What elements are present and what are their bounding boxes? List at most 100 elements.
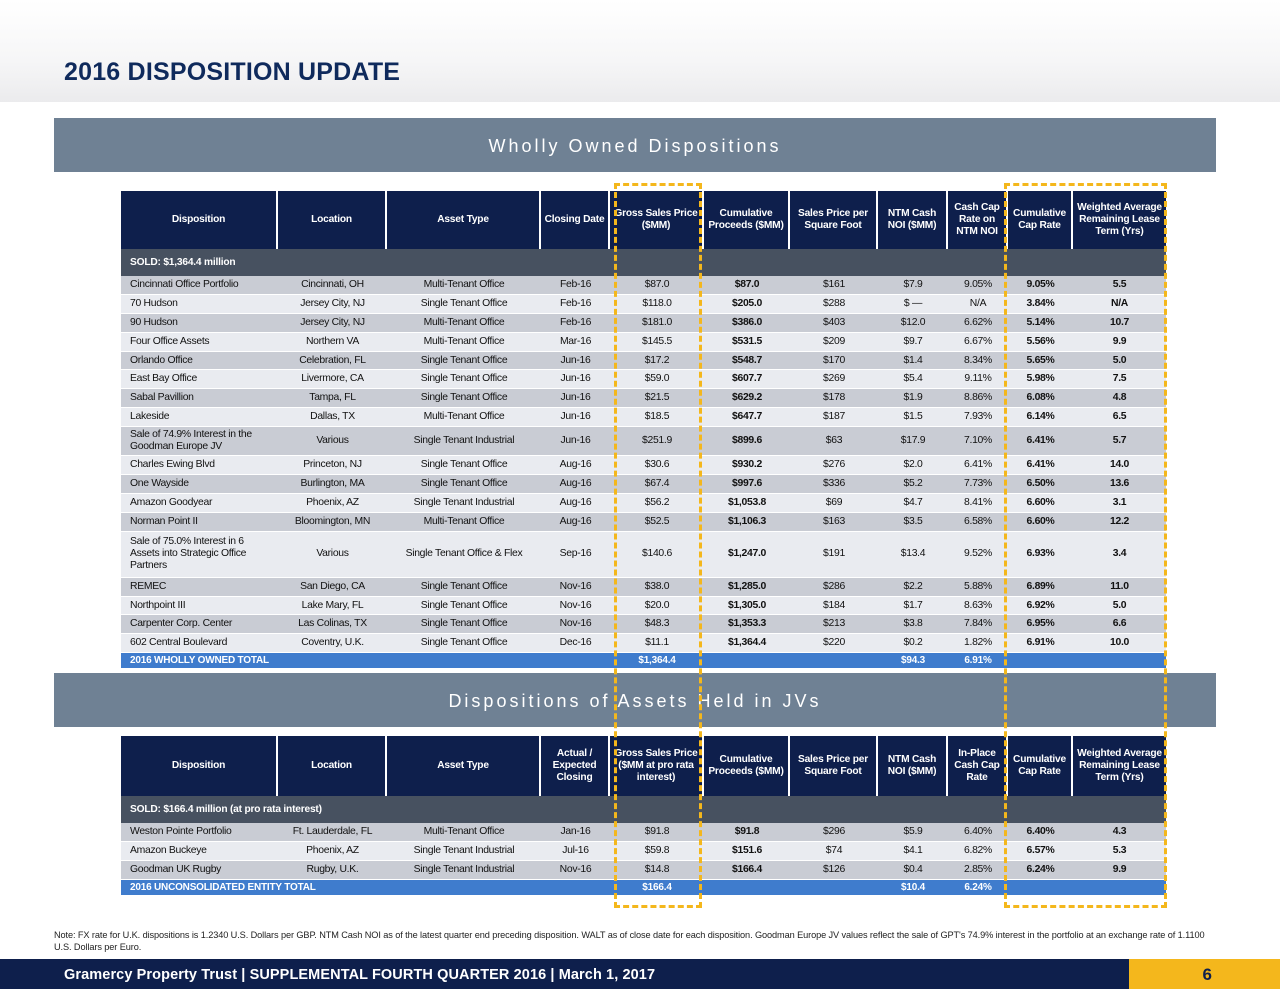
cell-col-cumulative-proceeds: $548.7 <box>704 351 790 370</box>
cell-col-ntm-noi: $4.1 <box>878 841 948 860</box>
header-col-price-per-sf: Sales Price per Square Foot <box>790 191 878 249</box>
table-row: Four Office Assets Northern VA Multi-Tenan… <box>121 332 1166 352</box>
cell-col-gross-sales: $140.6 <box>610 531 704 577</box>
cell-col-ntm-noi: $4.7 <box>878 493 948 512</box>
cell-col-price-per-sf: $161 <box>790 276 878 294</box>
cell-col-cumulative-cap-rate: 6.57% <box>1008 841 1073 860</box>
cell-col-ntm-noi: $1.7 <box>878 596 948 615</box>
header-col-cumulative-cap-rate: Cumulative Cap Rate <box>1008 191 1073 249</box>
cell-col-gross-sales: $118.0 <box>610 294 704 313</box>
header-col-cash-cap-rate: Cash Cap Rate on NTM NOI <box>948 191 1008 249</box>
cell-col-walt: 3.4 <box>1073 531 1166 577</box>
cell-col-closing: Jun-16 <box>541 370 610 389</box>
header-col-location: Location <box>278 191 387 249</box>
cell-col-disposition: Northpoint III <box>121 596 278 615</box>
cell-col-location: Celebration, FL <box>278 351 387 370</box>
cell-col-cumulative-cap-rate: 6.93% <box>1008 531 1073 577</box>
cell-col-ntm-noi: $12.0 <box>878 313 948 332</box>
highlight-box-cap-rate <box>1004 183 1167 908</box>
table-row: Weston Pointe Portfolio Ft. Lauderdale, F… <box>121 823 1166 842</box>
cell-col-location: Lake Mary, FL <box>278 596 387 615</box>
table-row: Sale of 75.0% Interest in 6 Assets into … <box>121 531 1166 578</box>
cell-col-asset-type: Single Tenant Office & Flex <box>387 531 541 577</box>
cell-col-asset-type: Single Tenant Industrial <box>387 493 541 512</box>
table-row: Charles Ewing Blvd Princeton, NJ Single Te… <box>121 456 1166 476</box>
cell-col-cumulative-cap-rate: 5.14% <box>1008 313 1073 332</box>
cell-col-asset-type: Single Tenant Industrial <box>387 841 541 860</box>
cell-col-closing: Nov-16 <box>541 615 610 634</box>
cell-col-location: San Diego, CA <box>278 577 387 596</box>
cell-col-asset-type: Single Tenant Office <box>387 577 541 596</box>
header-col-price-per-sf: Sales Price per Square Foot <box>790 736 878 796</box>
cell-col-ntm-noi: $5.4 <box>878 370 948 389</box>
cell-col-location: Various <box>278 427 387 456</box>
cell-col-location: Cincinnati, OH <box>278 276 387 294</box>
cell-col-gross-sales: $17.2 <box>610 351 704 370</box>
cell-col-gross-sales: $59.8 <box>610 841 704 860</box>
total-ntm-noi: $10.4 <box>900 881 926 893</box>
cell-col-disposition: Sale of 74.9% Interest in the Goodman Eu… <box>121 427 278 456</box>
cell-col-walt: 11.0 <box>1073 577 1166 596</box>
cell-col-asset-type: Single Tenant Office <box>387 294 541 313</box>
cell-col-cumulative-cap-rate: 6.24% <box>1008 860 1073 879</box>
cell-col-gross-sales: $30.6 <box>610 456 704 475</box>
cell-col-price-per-sf: $269 <box>790 370 878 389</box>
cell-col-asset-type: Multi-Tenant Office <box>387 823 541 841</box>
cell-col-closing: Dec-16 <box>541 634 610 653</box>
highlight-box-gross-sales <box>614 183 702 908</box>
cell-col-gross-sales: $21.5 <box>610 389 704 408</box>
cell-col-walt: 10.7 <box>1073 313 1166 332</box>
cell-col-ntm-noi: $2.2 <box>878 577 948 596</box>
table-row: Norman Point II Bloomington, MN Multi-Tena… <box>121 512 1166 532</box>
cell-col-ntm-noi: $5.2 <box>878 475 948 493</box>
cell-col-asset-type: Single Tenant Office <box>387 615 541 634</box>
cell-col-walt: 5.0 <box>1073 596 1166 615</box>
cell-col-walt: 5.3 <box>1073 841 1166 860</box>
table-row: One Wayside Burlington, MA Single Tenant O… <box>121 475 1166 494</box>
cell-col-gross-sales: $38.0 <box>610 577 704 596</box>
cell-col-walt: 5.7 <box>1073 427 1166 456</box>
table-row: East Bay Office Livermore, CA Single Tenan… <box>121 370 1166 390</box>
cell-col-location: Phoenix, AZ <box>278 841 387 860</box>
cell-col-cumulative-cap-rate: 3.84% <box>1008 294 1073 313</box>
cell-col-location: Northern VA <box>278 332 387 351</box>
cell-col-walt: 4.8 <box>1073 389 1166 408</box>
cell-col-walt: 9.9 <box>1073 860 1166 879</box>
footnote: Note: FX rate for U.K. dispositions is 1… <box>54 930 1205 952</box>
cell-col-cumulative-cap-rate: 6.40% <box>1008 823 1073 841</box>
cell-col-walt: 5.0 <box>1073 351 1166 370</box>
cell-col-disposition: Sabal Pavillion <box>121 389 278 408</box>
cell-col-closing: Nov-16 <box>541 860 610 879</box>
cell-col-cash-cap-rate: 2.85% <box>948 860 1008 879</box>
footer-bar: Gramercy Property Trust | SUPPLEMENTAL F… <box>0 959 1280 989</box>
cell-col-price-per-sf: $296 <box>790 823 878 841</box>
total-gross-sales: $1,364.4 <box>638 655 676 667</box>
total-cap-rate: 6.91% <box>964 655 992 667</box>
cell-col-asset-type: Single Tenant Office <box>387 634 541 653</box>
cell-col-asset-type: Multi-Tenant Office <box>387 408 541 427</box>
cell-col-ntm-noi: $9.7 <box>878 332 948 351</box>
footer-text: Gramercy Property Trust | SUPPLEMENTAL F… <box>64 967 656 983</box>
page-number: 6 <box>1129 959 1280 989</box>
header-col-cumulative-proceeds: Cumulative Proceeds ($MM) <box>704 191 790 249</box>
cell-col-gross-sales: $251.9 <box>610 427 704 456</box>
header-col-ntm-noi: NTM Cash NOI ($MM) <box>878 191 948 249</box>
cell-col-disposition: 602 Central Boulevard <box>121 634 278 653</box>
cell-col-asset-type: Single Tenant Office <box>387 456 541 475</box>
cell-col-closing: Aug-16 <box>541 475 610 493</box>
cell-col-disposition: Norman Point II <box>121 512 278 531</box>
cell-col-price-per-sf: $170 <box>790 351 878 370</box>
cell-col-closing: Jun-16 <box>541 389 610 408</box>
cell-col-cumulative-cap-rate: 6.50% <box>1008 475 1073 493</box>
cell-col-cumulative-cap-rate: 6.14% <box>1008 408 1073 427</box>
sold-label: SOLD: $166.4 million (at pro rata intere… <box>121 796 1166 823</box>
cell-col-closing: Jul-16 <box>541 841 610 860</box>
cell-col-closing: Aug-16 <box>541 456 610 475</box>
cell-col-cumulative-proceeds: $1,053.8 <box>704 493 790 512</box>
cell-col-cumulative-proceeds: $151.6 <box>704 841 790 860</box>
cell-col-gross-sales: $67.4 <box>610 475 704 493</box>
cell-col-gross-sales: $11.1 <box>610 634 704 653</box>
total-row: 2016 UNCONSOLIDATED ENTITY TOTAL $166.4 $1… <box>121 879 1166 895</box>
cell-col-cumulative-proceeds: $205.0 <box>704 294 790 313</box>
cell-col-gross-sales: $59.0 <box>610 370 704 389</box>
